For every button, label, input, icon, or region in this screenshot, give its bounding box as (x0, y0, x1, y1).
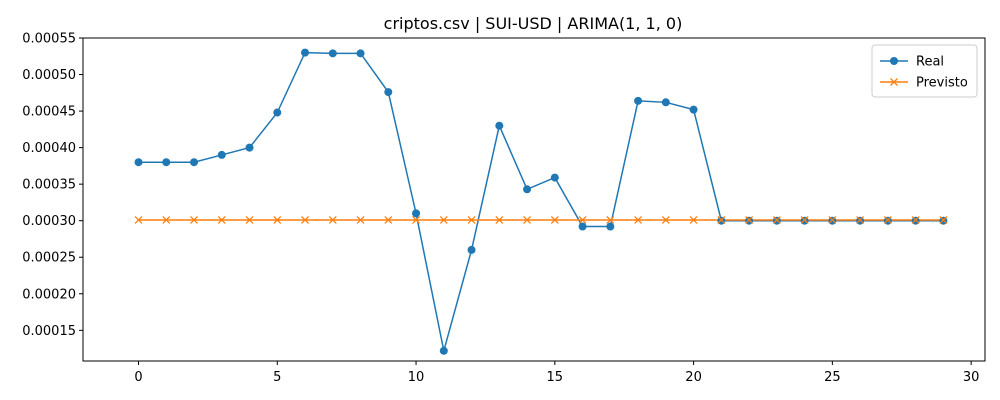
point-previsto-4 (245, 216, 254, 224)
point-previsto-17 (606, 216, 615, 224)
y-tick-label-8: 0.00055 (22, 32, 76, 47)
point-real-7 (328, 49, 337, 58)
point-previsto-15 (550, 216, 559, 224)
x-tick-label-4: 20 (685, 370, 702, 385)
x-tick-label-1: 5 (273, 370, 281, 385)
y-tick-label-0: 0.00015 (22, 324, 76, 339)
point-real-14 (523, 185, 532, 194)
plot-area (134, 48, 948, 355)
point-real-20 (689, 105, 698, 114)
point-real-0 (134, 158, 143, 167)
point-real-3 (217, 150, 226, 159)
legend-box (871, 44, 978, 98)
point-real-12 (467, 245, 476, 254)
point-real-2 (190, 158, 199, 167)
point-previsto-7 (328, 216, 337, 224)
point-real-5 (273, 108, 282, 117)
y-tick-label-5: 0.00040 (22, 141, 76, 156)
point-previsto-26 (856, 216, 865, 224)
point-previsto-10 (412, 216, 421, 224)
legend: Real Previsto (871, 44, 978, 98)
point-real-6 (301, 48, 310, 57)
point-previsto-12 (467, 216, 476, 224)
legend-label-real: Real (916, 55, 944, 70)
point-previsto-27 (883, 216, 892, 224)
point-previsto-28 (911, 216, 920, 224)
legend-marker-real (890, 57, 898, 65)
y-axis: 0.00015 0.00020 0.00025 0.00030 0.00035 0.000… (22, 32, 83, 339)
point-previsto-14 (523, 216, 532, 224)
point-real-11 (439, 346, 448, 355)
point-previsto-1 (162, 216, 171, 224)
y-tick-label-4: 0.00035 (22, 178, 76, 193)
point-real-19 (661, 98, 670, 107)
point-real-9 (384, 88, 393, 97)
point-previsto-13 (495, 216, 504, 224)
point-previsto-20 (689, 216, 698, 224)
point-previsto-18 (634, 216, 643, 224)
point-real-18 (634, 96, 643, 105)
legend-marker-previsto (890, 78, 898, 86)
y-tick-label-7: 0.00050 (22, 68, 76, 83)
point-previsto-22 (745, 216, 754, 224)
point-previsto-5 (273, 216, 282, 224)
x-axis: 0 5 10 15 20 25 30 (134, 361, 979, 385)
chart-title: criptos.csv | SUI-USD | ARIMA(1, 1, 0) (384, 14, 683, 33)
y-tick-label-2: 0.00025 (22, 251, 76, 266)
point-previsto-16 (578, 216, 587, 224)
x-tick-label-6: 30 (963, 370, 980, 385)
point-real-16 (578, 222, 587, 231)
point-previsto-19 (661, 216, 670, 224)
point-previsto-29 (939, 216, 948, 224)
point-real-1 (162, 158, 171, 167)
y-tick-label-1: 0.00020 (22, 287, 76, 302)
point-previsto-9 (384, 216, 393, 224)
point-previsto-8 (356, 216, 365, 224)
point-previsto-3 (217, 216, 226, 224)
y-tick-label-3: 0.00030 (22, 214, 76, 229)
point-real-10 (412, 209, 421, 218)
x-tick-label-0: 0 (134, 370, 142, 385)
point-previsto-23 (772, 216, 781, 224)
point-previsto-25 (828, 216, 837, 224)
point-real-13 (495, 121, 504, 130)
point-previsto-11 (439, 216, 448, 224)
x-tick-label-5: 25 (824, 370, 841, 385)
point-real-17 (606, 222, 615, 231)
axes-frame (82, 37, 986, 362)
point-real-8 (356, 49, 365, 58)
point-previsto-21 (717, 216, 726, 224)
point-real-4 (245, 143, 254, 152)
point-previsto-24 (800, 216, 809, 224)
point-previsto-6 (301, 216, 309, 224)
legend-label-previsto: Previsto (916, 76, 968, 91)
y-tick-label-6: 0.00045 (22, 105, 76, 120)
point-previsto-2 (190, 216, 198, 224)
x-tick-label-2: 10 (408, 370, 425, 385)
x-tick-label-3: 15 (547, 370, 564, 385)
point-previsto-0 (134, 216, 143, 224)
point-real-15 (550, 173, 559, 182)
